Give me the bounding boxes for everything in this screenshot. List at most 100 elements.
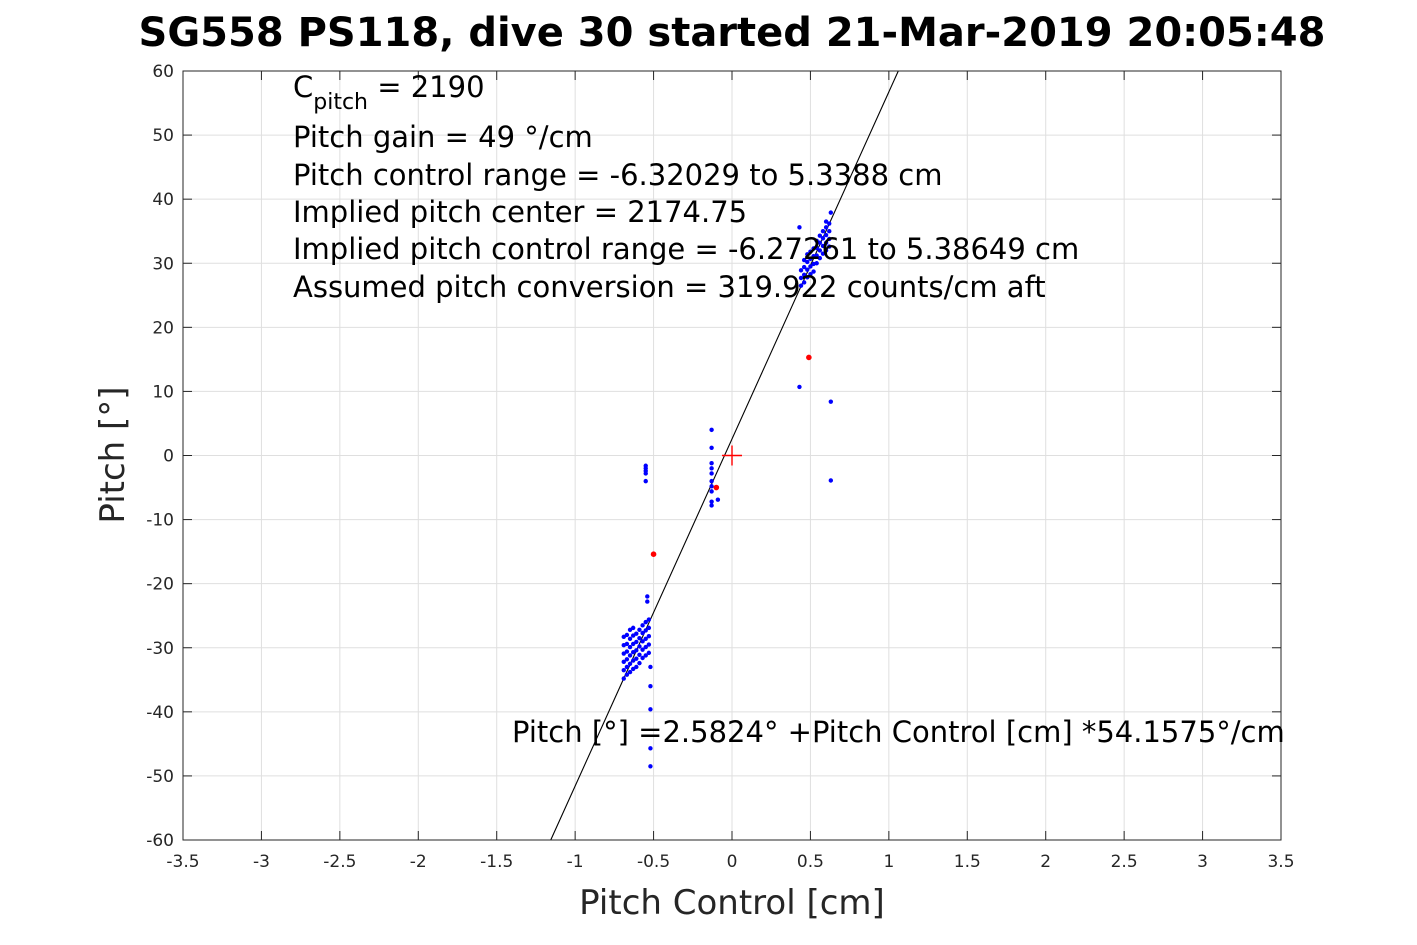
data-point: [640, 639, 645, 644]
annotation-cpitch: Cpitch = 2190: [293, 70, 485, 115]
data-point: [709, 478, 714, 484]
data-point: [806, 354, 812, 361]
data-point: [709, 489, 714, 494]
data-point: [827, 221, 832, 226]
y-tick-label: -60: [146, 831, 174, 851]
data-point: [827, 229, 832, 234]
data-point: [627, 636, 633, 641]
y-tick-label: -30: [146, 639, 174, 659]
data-point: [814, 253, 819, 258]
data-point: [643, 478, 648, 484]
data-point: [643, 644, 648, 650]
data-point: [643, 619, 648, 625]
data-point: [828, 478, 834, 483]
y-tick-label: 50: [152, 126, 174, 146]
y-tick-label: 30: [152, 254, 174, 274]
data-point: [634, 639, 639, 645]
data-point: [621, 659, 626, 665]
data-points: [621, 210, 834, 769]
data-point: [814, 245, 819, 251]
data-point: [817, 248, 823, 253]
y-tick-label: -10: [146, 511, 174, 531]
x-tick-label: -2: [410, 852, 427, 872]
data-point: [805, 252, 810, 257]
data-point: [808, 256, 813, 261]
x-tick-label: -2.5: [323, 852, 356, 872]
data-point: [627, 644, 633, 650]
data-point: [817, 255, 823, 261]
data-point: [646, 642, 652, 647]
data-point: [805, 275, 810, 280]
data-point: [709, 460, 714, 466]
data-point: [643, 653, 648, 658]
data-point: [808, 264, 813, 269]
y-tick-label: 40: [152, 190, 174, 210]
y-tick-label: -20: [146, 575, 174, 595]
x-tick-label: 1: [883, 852, 894, 872]
data-point: [637, 627, 642, 633]
data-point: [646, 625, 652, 631]
data-point: [648, 707, 653, 712]
data-point: [634, 648, 639, 653]
data-point: [624, 664, 630, 670]
annotation-implied-center: Implied pitch center = 2174.75: [293, 195, 747, 229]
data-point: [805, 267, 810, 272]
y-tick-label: 20: [152, 318, 174, 338]
data-point: [798, 275, 804, 281]
x-tick-label: -0.5: [637, 852, 670, 872]
data-point: [709, 499, 714, 504]
data-point: [646, 650, 652, 656]
data-point: [645, 594, 650, 599]
data-point: [624, 649, 630, 654]
data-point: [640, 630, 645, 636]
x-tick-label: -1: [567, 852, 584, 872]
data-point: [798, 283, 804, 288]
data-point: [798, 268, 804, 273]
data-point: [827, 244, 832, 249]
data-point: [820, 229, 826, 234]
data-point: [627, 669, 633, 675]
center-marker: [722, 445, 742, 466]
data-point: [709, 445, 714, 451]
data-point: [624, 632, 630, 638]
data-point: [801, 264, 807, 270]
y-tick-label: -50: [146, 767, 174, 787]
data-point: [709, 471, 714, 476]
data-point: [646, 634, 652, 639]
y-tick-label: 0: [163, 447, 174, 467]
annotation-pitch-gain: Pitch gain = 49 °/cm: [293, 120, 593, 154]
data-point: [713, 484, 720, 491]
data-point: [648, 746, 653, 751]
x-tick-label: 2: [1040, 852, 1051, 872]
data-point: [823, 225, 829, 230]
x-axis-label: Pitch Control [cm]: [579, 883, 885, 923]
annotation-implied-range: Implied pitch control range = -6.27261 t…: [293, 232, 1079, 266]
data-point: [797, 384, 802, 390]
data-point: [709, 503, 714, 508]
data-point: [823, 240, 829, 245]
data-point: [709, 484, 714, 489]
data-point: [820, 251, 826, 256]
data-point: [648, 664, 653, 670]
data-point: [624, 641, 630, 647]
annotation-cpitch-sub: pitch: [313, 90, 368, 115]
y-axis-label: Pitch [°]: [93, 386, 133, 523]
fit-equation: Pitch [°] =2.5824° +Pitch Control [cm] *…: [512, 715, 1285, 749]
data-point: [715, 497, 721, 502]
data-point: [634, 631, 639, 636]
data-point: [805, 259, 810, 265]
data-point: [637, 635, 642, 641]
data-point: [637, 652, 642, 657]
data-point: [630, 625, 636, 631]
data-point: [817, 240, 823, 245]
x-tick-label: -3: [253, 852, 270, 872]
data-point: [801, 272, 807, 277]
data-point: [640, 647, 645, 652]
data-point: [646, 617, 652, 622]
data-point: [817, 233, 823, 238]
data-point: [634, 664, 639, 670]
data-point: [811, 269, 816, 274]
y-tick-label: 60: [152, 62, 174, 82]
data-point: [643, 471, 648, 476]
